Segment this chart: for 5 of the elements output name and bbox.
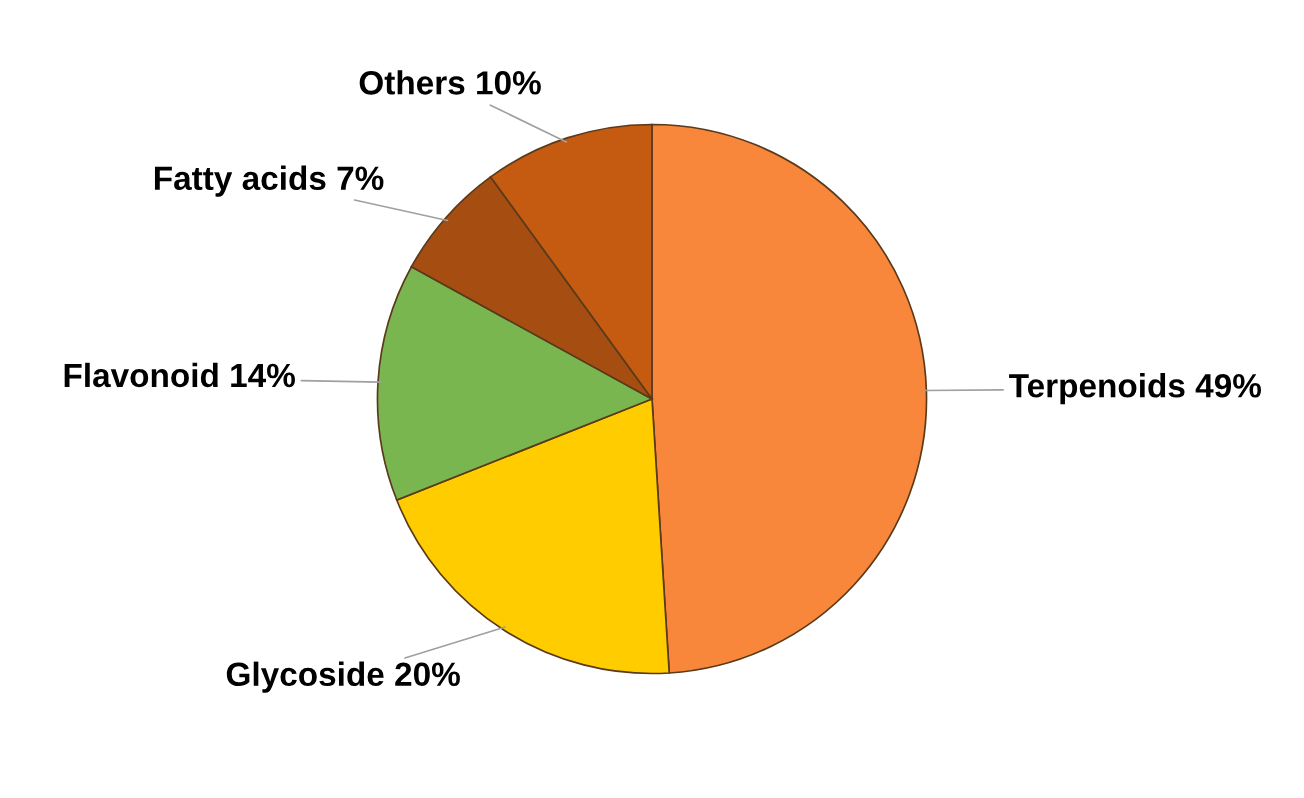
slice-label: Flavonoid 14%	[64, 362, 295, 388]
slice-label: Terpenoids 49%	[1009, 373, 1261, 405]
slice-label: Fatty acids 7%	[154, 165, 384, 197]
slice-label: Glycoside 20%	[226, 661, 460, 693]
slice-label: Others 10%	[359, 70, 541, 95]
